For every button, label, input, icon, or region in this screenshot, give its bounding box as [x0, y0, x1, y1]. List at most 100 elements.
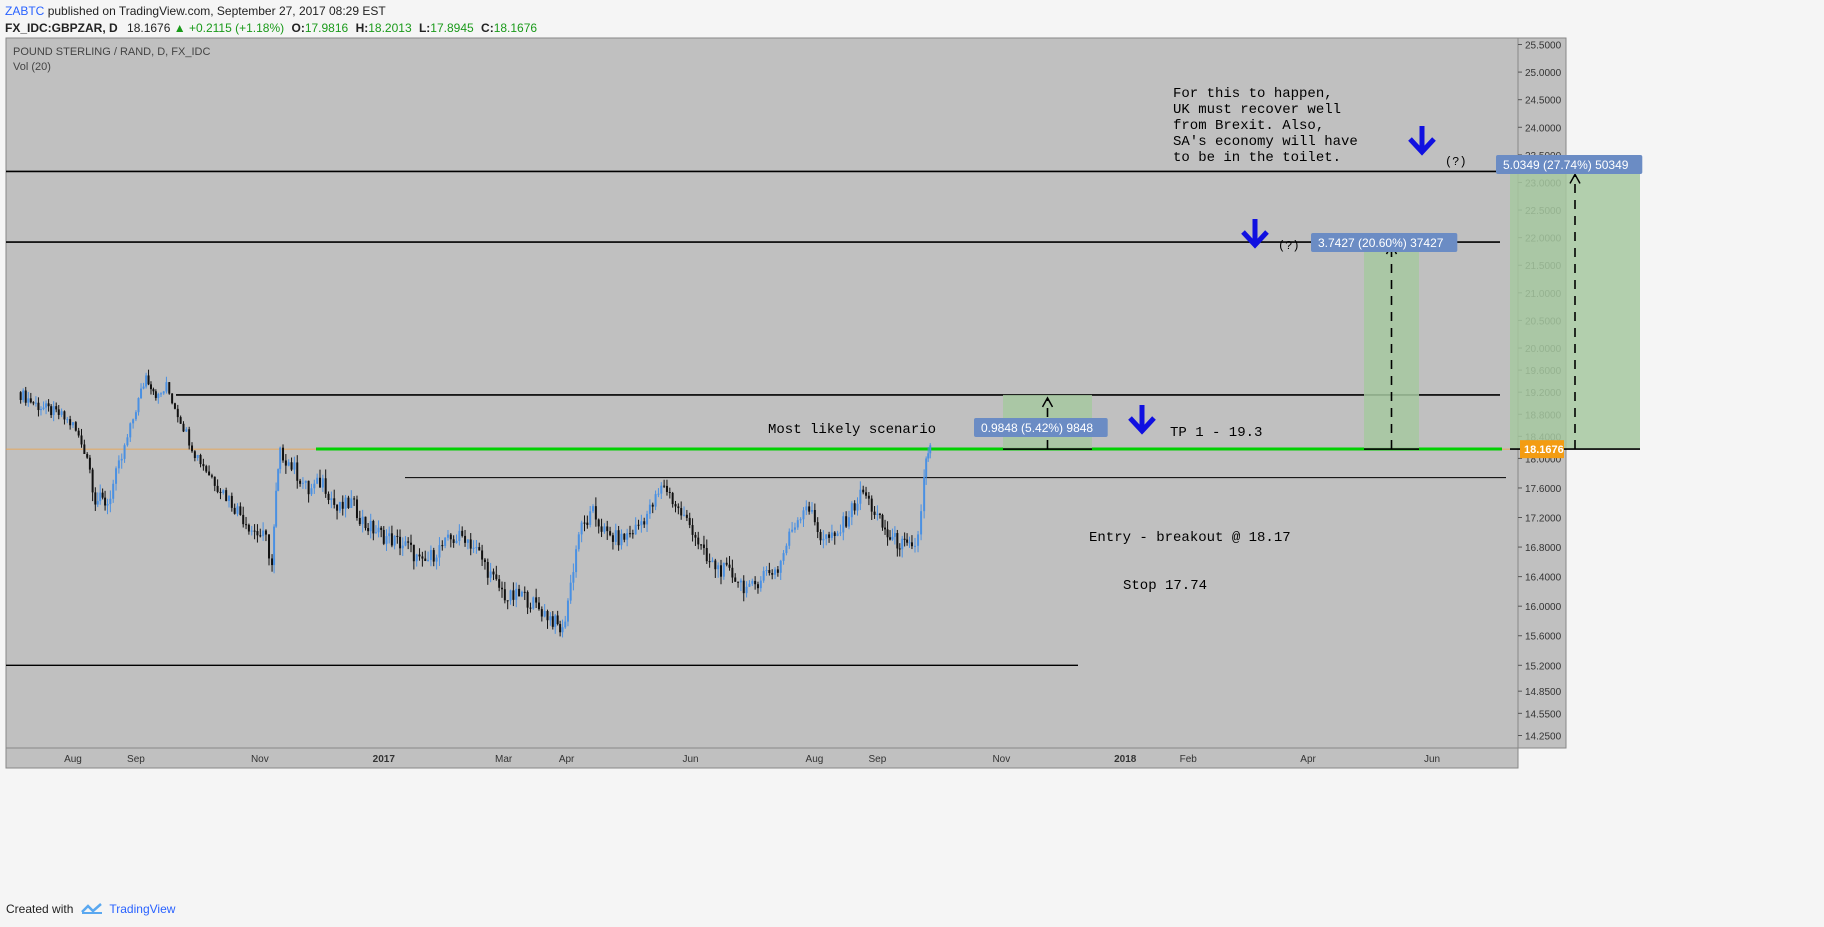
x-tick-label: Sep: [869, 754, 887, 765]
candle-body: [129, 423, 132, 438]
measure-arrow-head: [1569, 172, 1581, 184]
candle-body: [293, 462, 296, 470]
candle-body: [600, 526, 603, 532]
x-tick-label: Aug: [64, 754, 82, 765]
candle-body: [452, 539, 455, 543]
quote-line: FX_IDC:GBPZAR, D 18.1676 ▲ +0.2115 (+1.1…: [5, 21, 537, 35]
candle-body: [561, 627, 564, 633]
footer: Created with TradingView: [6, 902, 175, 916]
candle-body: [515, 588, 518, 600]
candle-body: [501, 587, 504, 590]
candle-body: [233, 507, 236, 514]
candle-body: [535, 597, 538, 603]
time-axis: [5, 747, 1519, 769]
candle-body: [688, 517, 691, 526]
candle-body: [418, 554, 421, 557]
tp3-down-arrow-icon: [1408, 137, 1436, 156]
candle-body: [756, 584, 759, 589]
candle-body: [160, 393, 163, 395]
candle-body: [691, 525, 694, 535]
candle-body: [762, 571, 765, 581]
candle-body: [623, 533, 626, 540]
candle-body: [301, 482, 304, 484]
y-tick-label: 14.8500: [1525, 687, 1562, 698]
candle-body: [37, 402, 40, 411]
candle-body: [886, 529, 889, 538]
candle-body: [799, 519, 802, 521]
candle-body: [486, 561, 489, 578]
candle-body: [920, 511, 923, 535]
candle-body: [438, 545, 441, 558]
candle-body: [80, 435, 83, 445]
candle-body: [210, 475, 213, 477]
candle-body: [176, 408, 179, 418]
candle-body: [908, 542, 911, 544]
candle-body: [296, 462, 299, 481]
candle-body: [850, 503, 853, 518]
candle-body: [421, 556, 424, 559]
entry-annotation: Entry - breakout @ 18.17: [1089, 530, 1291, 546]
candle-body: [819, 532, 822, 541]
last-price: 18.1676: [127, 21, 171, 35]
candle-body: [774, 569, 777, 575]
candle-body: [606, 526, 609, 532]
candle-body: [318, 477, 321, 488]
candle-body: [74, 422, 77, 431]
candle-body: [458, 530, 461, 541]
publish-line: ZABTC published on TradingView.com, Sept…: [5, 4, 386, 18]
candle-body: [29, 398, 32, 403]
measure-label-bg: [1311, 233, 1458, 252]
candle-body: [657, 493, 660, 495]
candle-body: [611, 535, 614, 542]
candle-body: [324, 478, 327, 494]
candle-body: [805, 506, 808, 511]
candle-body: [147, 375, 150, 385]
candle-body: [284, 460, 287, 466]
last-price-tag: [1520, 440, 1564, 459]
candle-body: [828, 534, 831, 538]
brexit-note-line: UK must recover well: [1173, 102, 1341, 118]
candle-body: [32, 402, 35, 404]
candle-body: [503, 589, 506, 601]
candle-body: [856, 503, 859, 511]
measure-label-bg: [1496, 155, 1643, 174]
stop-annotation: Stop 17.74: [1123, 578, 1207, 594]
author-link[interactable]: ZABTC: [5, 4, 45, 18]
high-value: 18.2013: [368, 21, 412, 35]
y-tick-label: 18.0000: [1525, 454, 1562, 465]
candle-body: [893, 533, 896, 537]
candle-body: [208, 471, 211, 476]
measure-arrow-head: [1041, 396, 1054, 408]
tradingview-link[interactable]: TradingView: [109, 902, 176, 916]
candle-body: [316, 477, 319, 484]
candle-body: [796, 520, 799, 528]
candle-body: [262, 530, 265, 537]
candle-body: [751, 580, 754, 584]
candle-body: [404, 541, 407, 546]
candle-body: [559, 624, 562, 633]
candle-body: [540, 609, 543, 617]
brexit-note-line: from Brexit. Also,: [1173, 118, 1324, 134]
candle-body: [22, 390, 25, 400]
candle-body: [523, 591, 526, 593]
scenario-annotation: Most likely scenario: [768, 422, 936, 438]
candle-body: [597, 519, 600, 527]
open-label: O:: [291, 21, 305, 35]
y-tick-label: 15.6000: [1525, 632, 1562, 643]
candle-body: [245, 524, 248, 526]
candle-body: [617, 530, 620, 546]
candle-body: [745, 586, 748, 594]
price-chart[interactable]: 25.500025.000024.500024.000023.500023.00…: [0, 0, 1824, 900]
open-value: 17.9816: [304, 21, 349, 35]
candle-body: [86, 453, 89, 458]
y-tick-label: 14.5500: [1525, 709, 1562, 720]
candle-body: [63, 411, 66, 420]
candle-body: [222, 490, 225, 493]
candle-body: [554, 615, 557, 627]
candle-body: [717, 565, 720, 570]
y-tick-label: 24.0000: [1525, 123, 1562, 134]
candle-body: [369, 521, 372, 532]
candle-body: [441, 545, 444, 547]
candle-body: [634, 524, 637, 535]
candle-body: [862, 489, 865, 493]
